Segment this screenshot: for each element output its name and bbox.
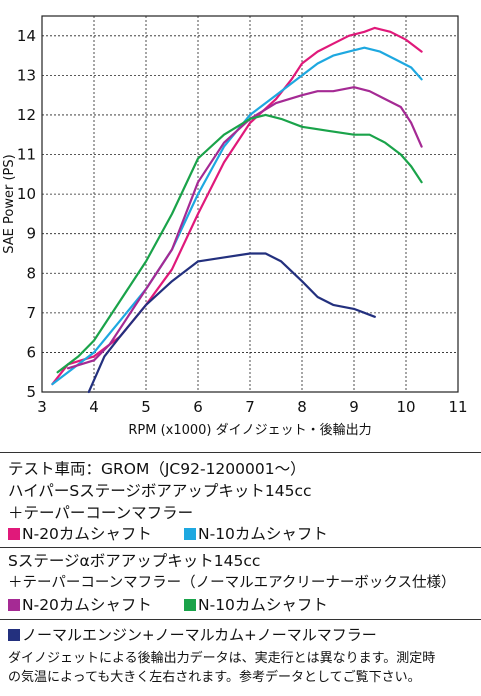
- magenta-swatch: [8, 528, 20, 540]
- power-chart: 3 4 5 6 7 8 9 10 11 5 6 7 8 9 10 11 12 13 14 RPM (x1000) ダイ…: [2, 15, 468, 438]
- note-line-1: ダイノジェットによる後輪出力データは、実走行とは異なります。測定時: [8, 651, 436, 666]
- legend-item-a1: N-20カムシャフト: [8, 524, 152, 544]
- y-tick-label: 5: [26, 383, 36, 401]
- y-tick-label: 6: [26, 343, 36, 361]
- cyan-swatch: [184, 528, 196, 540]
- x-tick-label: 5: [141, 398, 151, 416]
- legend-c-label: ノーマルエンジン+ノーマルカム+ノーマルマフラー: [22, 626, 377, 644]
- divider-2: [0, 619, 481, 620]
- y-axis-label: SAE Power (PS): [2, 154, 17, 253]
- legend-row-a: N-20カムシャフト N-10カムシャフト: [8, 524, 328, 544]
- x-tick-label: 8: [297, 398, 307, 416]
- kit-b-muffler: ＋テーパーコーンマフラー（ノーマルエアクリーナーボックス仕様）: [8, 575, 456, 591]
- divider-1: [0, 547, 481, 548]
- legend-b2-label: N-10カムシャフト: [198, 596, 328, 614]
- test-vehicle-text: テスト車両：GROM（JC92-1200001〜）: [8, 460, 306, 478]
- y-tick-label: 9: [26, 225, 36, 243]
- legend-item-a2: N-10カムシャフト: [184, 524, 328, 544]
- series-line-4: [56, 113, 423, 374]
- y-tick-label: 13: [17, 66, 36, 84]
- series-line-5: [87, 252, 376, 394]
- series-line-2: [51, 46, 423, 386]
- kit-a-muffler: ＋テーパーコーンマフラー: [8, 504, 194, 522]
- x-tick-label: 10: [396, 398, 415, 416]
- green-swatch: [184, 599, 196, 611]
- note-line-2: の気温によっても大きく左右されます。参考データとしてご覧下さい。: [8, 670, 421, 685]
- info-panel: テスト車両：GROM（JC92-1200001〜） ハイパーSステージボアアップ…: [0, 452, 481, 696]
- x-tick-label: 11: [448, 398, 467, 416]
- y-tick-label: 14: [17, 27, 36, 45]
- y-tick-label: 12: [17, 106, 36, 124]
- legend-a1-label: N-20カムシャフト: [22, 525, 152, 543]
- x-axis-label: RPM (x1000) ダイノジェット・後輪出力: [128, 422, 371, 438]
- y-tick-label: 8: [26, 264, 36, 282]
- y-tick-label: 11: [17, 146, 36, 164]
- legend-a2-label: N-10カムシャフト: [198, 525, 328, 543]
- legend-item-b1: N-20カムシャフト: [8, 595, 152, 615]
- y-tick-label: 10: [17, 185, 36, 203]
- legend-row-b: N-20カムシャフト N-10カムシャフト: [8, 595, 328, 615]
- x-tick-label: 6: [193, 398, 203, 416]
- x-tick-label: 4: [89, 398, 99, 416]
- y-tick-label: 7: [26, 304, 36, 322]
- kit-b-title: Sステージαボアアップキット145cc: [8, 552, 261, 570]
- kit-a-title: ハイパーSステージボアアップキット145cc: [8, 482, 312, 500]
- x-tick-label: 3: [37, 398, 47, 416]
- legend-item-b2: N-10カムシャフト: [184, 595, 328, 615]
- legend-b1-label: N-20カムシャフト: [22, 596, 152, 614]
- x-tick-label: 9: [349, 398, 359, 416]
- legend-row-c: ノーマルエンジン+ノーマルカム+ノーマルマフラー: [8, 625, 377, 645]
- x-tick-label: 7: [245, 398, 255, 416]
- series-line-3: [66, 86, 423, 370]
- navy-swatch: [8, 629, 20, 641]
- power-chart-svg: 3 4 5 6 7 8 9 10 11 5 6 7 8 9 10 11 12 13 14 RPM (x1000) ダイ…: [2, 15, 468, 438]
- purple-swatch: [8, 599, 20, 611]
